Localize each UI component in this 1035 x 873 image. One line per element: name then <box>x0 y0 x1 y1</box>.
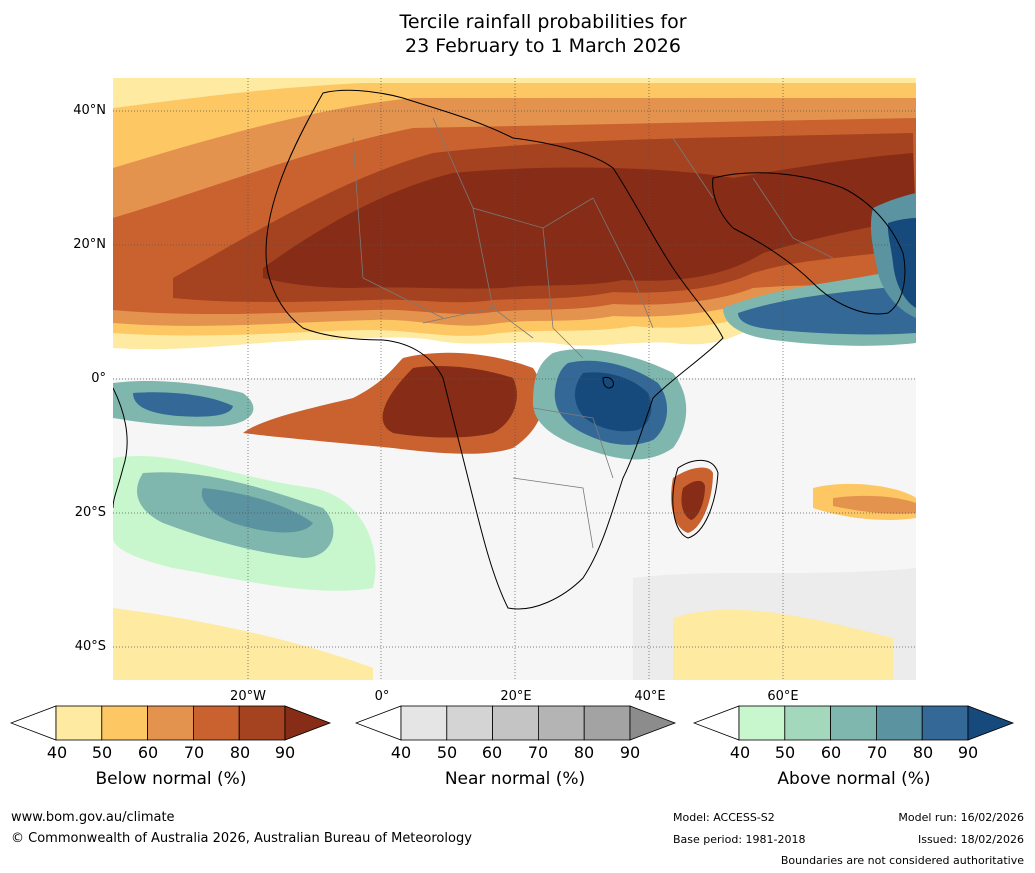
lon-label-20w: 20°W <box>230 689 266 704</box>
colorbar-near-segment <box>492 705 539 741</box>
tick-label: 80 <box>573 743 595 762</box>
colorbar-below <box>10 705 332 741</box>
tick-label: 70 <box>527 743 549 762</box>
lat-label-40n: 40°N <box>73 103 106 118</box>
tick-label: 90 <box>274 743 296 762</box>
tick-label: 90 <box>957 743 979 762</box>
tick-label: 40 <box>390 743 412 762</box>
colorbar-above-segment <box>738 705 786 741</box>
legend-above-normal <box>693 705 1015 742</box>
colorbar-below-under-triangle <box>10 705 57 741</box>
rainfall-probability-map <box>113 78 916 680</box>
colorbar-below-segment <box>101 705 149 741</box>
colorbar-above-segment <box>830 705 877 741</box>
tick-label: 80 <box>229 743 251 762</box>
colorbar-above-segment <box>921 705 969 741</box>
lon-label-40e: 40°E <box>634 689 666 704</box>
copyright-text: © Commonwealth of Australia 2026, Austra… <box>11 831 472 846</box>
tick-label: 70 <box>866 743 888 762</box>
tick-label: 60 <box>137 743 159 762</box>
graticule <box>113 78 916 680</box>
colorbar-above <box>693 705 1015 741</box>
model-name: Model: ACCESS-S2 <box>673 811 775 824</box>
colorbar-above-segment <box>784 705 832 741</box>
legend-title-below: Below normal (%) <box>95 769 247 789</box>
colorbar-above-segment <box>875 705 923 741</box>
coastlines <box>113 89 906 610</box>
title-line-2: 23 February to 1 March 2026 <box>404 35 681 57</box>
colorbar-above-over-triangle <box>967 705 1015 741</box>
colorbar-below-segment <box>55 705 103 741</box>
colorbar-below-over-triangle <box>284 705 332 741</box>
model-run: Model run: 16/02/2026 <box>898 811 1024 824</box>
colorbar-near-over-triangle <box>629 705 677 741</box>
tick-label: 50 <box>91 743 113 762</box>
colorbar-near-under-triangle <box>355 705 402 741</box>
legend-below-normal <box>10 705 332 742</box>
colorbar-above-under-triangle <box>693 705 740 741</box>
website-link[interactable]: www.bom.gov.au/climate <box>11 810 175 825</box>
tick-label: 90 <box>619 743 641 762</box>
tick-label: 40 <box>729 743 751 762</box>
lon-label-20e: 20°E <box>500 689 532 704</box>
lon-label-0: 0° <box>374 689 390 704</box>
colorbar-near-segment <box>400 705 448 741</box>
southern-ocean-pattern <box>113 378 916 680</box>
colorbar-near-segment <box>583 705 631 741</box>
colorbar-below-segment <box>192 705 240 741</box>
lon-label-60e: 60°E <box>767 689 799 704</box>
colorbar-near-segment <box>537 705 585 741</box>
legend-near-normal <box>355 705 677 742</box>
tick-label: 50 <box>774 743 796 762</box>
title-line-1: Tercile rainfall probabilities for <box>399 11 687 33</box>
above-normal-region <box>113 193 916 460</box>
tick-label: 50 <box>436 743 458 762</box>
below-normal-region <box>113 78 916 533</box>
tick-label: 70 <box>183 743 205 762</box>
tick-label: 60 <box>820 743 842 762</box>
colorbar-below-segment <box>238 705 286 741</box>
tick-label: 80 <box>912 743 934 762</box>
map-title: Tercile rainfall probabilities for 23 Fe… <box>0 10 1035 58</box>
lat-label-20s: 20°S <box>74 505 106 520</box>
colorbar-near <box>355 705 677 741</box>
lat-label-0: 0° <box>91 371 106 386</box>
issued-date: Issued: 18/02/2026 <box>917 833 1024 846</box>
base-period: Base period: 1981-2018 <box>673 833 806 846</box>
country-borders <box>352 117 834 549</box>
colorbar-near-segment <box>446 705 494 741</box>
legend-title-near: Near normal (%) <box>444 769 586 789</box>
boundaries-disclaimer: Boundaries are not considered authoritat… <box>780 854 1024 867</box>
lat-label-20n: 20°N <box>73 237 106 252</box>
lat-label-40s: 40°S <box>74 639 106 654</box>
tick-label: 40 <box>46 743 68 762</box>
tick-label: 60 <box>481 743 503 762</box>
colorbar-below-segment <box>147 705 194 741</box>
map-canvas <box>113 78 916 680</box>
legend-title-above: Above normal (%) <box>777 769 931 789</box>
